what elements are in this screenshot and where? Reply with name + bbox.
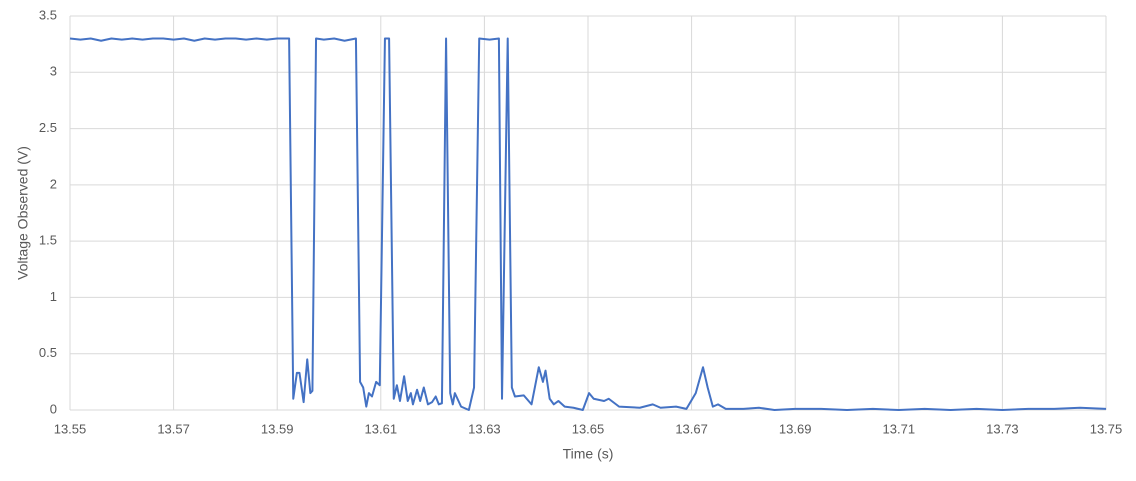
x-tick-label: 13.65 <box>572 421 605 436</box>
y-tick-label: 1.5 <box>39 233 57 248</box>
y-axis-label: Voltage Observed (V) <box>15 146 31 280</box>
data-line <box>69 37 1107 411</box>
x-axis-label: Time (s) <box>563 446 614 462</box>
y-tick-label: 1 <box>50 289 57 304</box>
y-tick-label: 2.5 <box>39 120 57 135</box>
x-tick-label: 13.63 <box>468 421 501 436</box>
y-tick-label: 0.5 <box>39 345 57 360</box>
x-tick-label: 13.61 <box>365 421 398 436</box>
x-tick-label: 13.69 <box>779 421 812 436</box>
y-tick-label: 3 <box>50 64 57 79</box>
x-tick-label: 13.55 <box>54 421 87 436</box>
x-tick-label: 13.75 <box>1090 421 1123 436</box>
x-tick-label: 13.59 <box>261 421 294 436</box>
x-tick-label: 13.57 <box>157 421 190 436</box>
y-tick-label: 2 <box>50 176 57 191</box>
x-tick-label: 13.71 <box>883 421 916 436</box>
y-tick-label: 3.5 <box>39 7 57 22</box>
x-tick-label: 13.73 <box>986 421 1019 436</box>
x-tick-label: 13.67 <box>675 421 708 436</box>
y-tick-label: 0 <box>50 401 57 416</box>
